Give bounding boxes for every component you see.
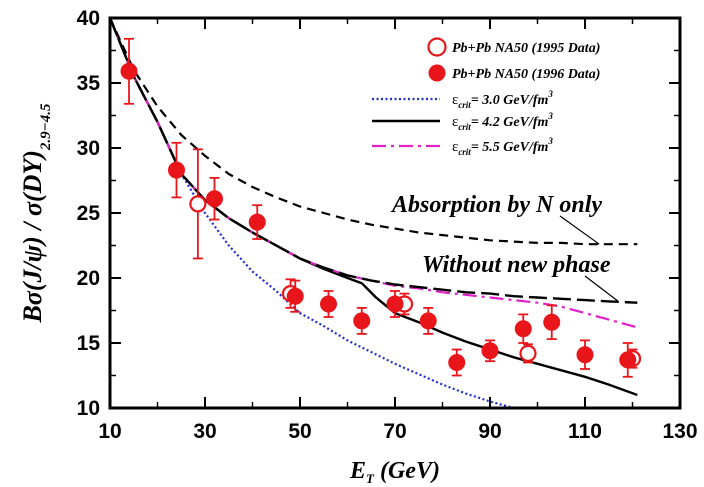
y-tick-label: 20 xyxy=(77,267,100,290)
legend-item: εcrit= 5.5 GeV/fm3 xyxy=(372,136,553,157)
open-marker xyxy=(519,344,537,362)
filled-marker xyxy=(619,351,637,369)
legend-open-marker xyxy=(427,37,447,57)
x-axis-label: ET (GeV) xyxy=(349,458,440,486)
filled-marker xyxy=(576,346,594,364)
x-tick-label: 90 xyxy=(478,420,501,443)
data-point xyxy=(189,148,207,260)
data-point xyxy=(206,176,223,221)
filled-marker xyxy=(419,312,437,330)
legend-item: Pb+Pb NA50 (1996 Data) xyxy=(428,64,600,82)
annotation-leader xyxy=(584,275,619,302)
legend-filled-marker xyxy=(428,64,446,82)
annotation-label: Without new phase xyxy=(422,252,611,278)
filled-marker xyxy=(386,295,404,313)
data-point xyxy=(320,290,337,318)
filled-marker xyxy=(286,287,304,305)
data-point xyxy=(619,342,637,378)
legend-label: εcrit= 3.0 GeV/fm3 xyxy=(452,89,553,110)
legend-label: εcrit= 5.5 GeV/fm3 xyxy=(452,136,553,157)
legend-item: εcrit= 4.2 GeV/fm3 xyxy=(372,111,553,132)
legend-label: Pb+Pb NA50 (1995 Data) xyxy=(452,41,600,56)
data-point xyxy=(248,204,266,240)
filled-marker xyxy=(320,295,337,313)
ticks-layer: 10 30 50 70 90 110 130 10 15 20 25 30 35 40 xyxy=(77,7,698,443)
data-point xyxy=(481,339,499,363)
data-point xyxy=(576,339,594,370)
y-tick-label: 30 xyxy=(77,137,100,160)
x-tick-label: 130 xyxy=(662,420,697,443)
data-point xyxy=(168,141,185,199)
legend: Pb+Pb NA50 (1995 Data) Pb+Pb NA50 (1996 D… xyxy=(372,37,600,157)
annotations-layer: Absorption by N only Without new phase xyxy=(390,192,619,302)
data-point xyxy=(353,306,371,335)
legend-label: εcrit= 4.2 GeV/fm3 xyxy=(452,111,553,132)
filled-marker xyxy=(481,342,499,360)
x-tick-label: 30 xyxy=(193,420,216,443)
data-point xyxy=(386,290,404,318)
annotation-label: Absorption by N only xyxy=(390,192,602,218)
data-point xyxy=(286,279,304,313)
x-tick-label: 10 xyxy=(98,420,121,443)
data-point xyxy=(543,304,561,341)
x-tick-label: 70 xyxy=(383,420,406,443)
y-tick-label: 35 xyxy=(77,72,101,95)
legend-item: εcrit= 3.0 GeV/fm3 xyxy=(372,89,553,110)
data-point xyxy=(519,343,537,364)
filled-marker xyxy=(206,190,223,208)
filled-marker xyxy=(248,213,266,231)
open-marker xyxy=(189,195,207,213)
x-tick-label: 110 xyxy=(568,420,602,443)
filled-marker xyxy=(353,312,371,330)
y-tick-label: 40 xyxy=(77,7,100,30)
legend-item: Pb+Pb NA50 (1995 Data) xyxy=(427,37,600,57)
filled-marker xyxy=(448,354,466,371)
y-tick-label: 15 xyxy=(77,332,101,355)
data-point xyxy=(448,348,466,377)
y-tick-label: 10 xyxy=(77,397,100,420)
filled-marker xyxy=(543,313,561,331)
legend-label: Pb+Pb NA50 (1996 Data) xyxy=(452,67,600,82)
filled-marker xyxy=(514,320,532,338)
filled-marker xyxy=(168,161,185,179)
points-layer xyxy=(120,37,642,378)
filled-marker xyxy=(120,62,138,80)
data-point xyxy=(514,313,532,344)
x-tick-label: 50 xyxy=(288,420,311,443)
data-point xyxy=(419,306,437,335)
y-tick-label: 25 xyxy=(77,202,101,225)
data-point xyxy=(120,37,138,105)
y-axis-label: Bσ(J/ψ) / σ(DY)2.9−4.5 xyxy=(18,103,54,324)
annotation-leader xyxy=(559,215,600,245)
